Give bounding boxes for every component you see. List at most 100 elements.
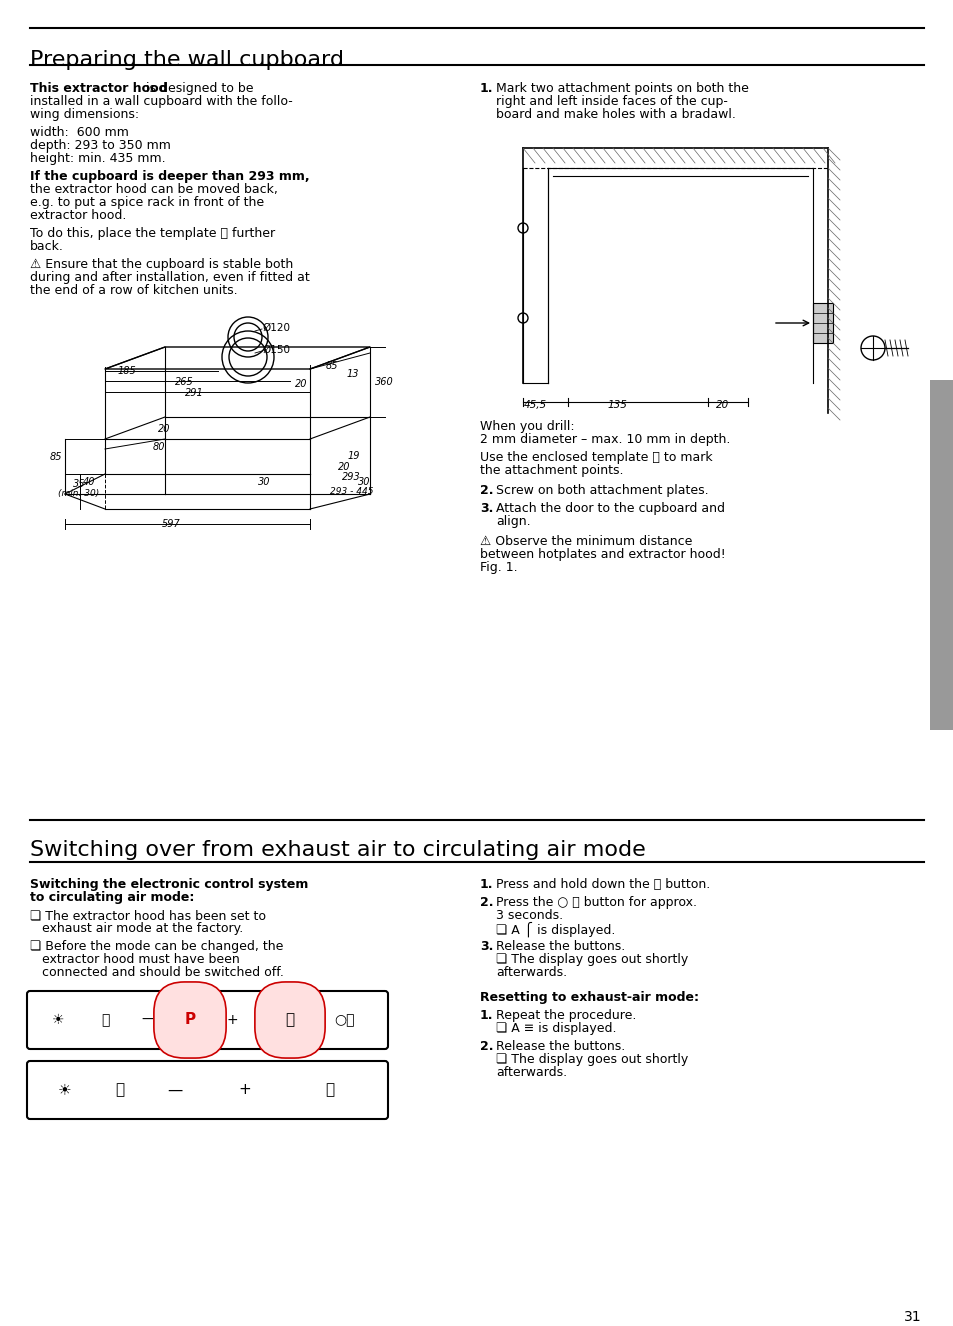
Text: ❏ A ≡ is displayed.: ❏ A ≡ is displayed. [496,1022,616,1036]
Text: 35: 35 [73,479,86,489]
Text: extractor hood.: extractor hood. [30,210,126,221]
Text: This extractor hood: This extractor hood [30,82,168,95]
Text: —: — [167,1082,182,1098]
Text: 360: 360 [375,377,394,387]
Text: P: P [184,1013,195,1028]
Text: 185: 185 [118,366,136,377]
Text: wing dimensions:: wing dimensions: [30,107,139,121]
Text: +: + [226,1013,237,1028]
Text: 293: 293 [341,472,360,481]
Text: Attach the door to the cupboard and: Attach the door to the cupboard and [496,503,724,514]
Text: 30: 30 [257,477,271,487]
Text: 45,5: 45,5 [523,400,547,410]
Text: Fig. 1.: Fig. 1. [479,561,517,574]
Text: 293 - 445: 293 - 445 [330,487,374,496]
Text: 135: 135 [607,400,627,410]
Text: 20: 20 [158,424,171,434]
Text: 85: 85 [326,361,338,371]
Text: Repeat the procedure.: Repeat the procedure. [496,1009,636,1022]
Text: —: — [141,1013,154,1028]
Text: If the cupboard is deeper than 293 mm,: If the cupboard is deeper than 293 mm, [30,170,310,183]
Polygon shape [812,304,832,343]
Text: 1.: 1. [479,82,493,95]
Text: 20: 20 [337,461,350,472]
Text: +: + [238,1082,251,1098]
Text: Release the buttons.: Release the buttons. [496,940,624,953]
Text: height: min. 435 mm.: height: min. 435 mm. [30,152,166,164]
Text: board and make holes with a bradawl.: board and make holes with a bradawl. [496,107,735,121]
Text: Ø150: Ø150 [262,345,290,355]
Text: Press the ○ ⌛ button for approx.: Press the ○ ⌛ button for approx. [496,896,697,910]
Text: Resetting to exhaust-air mode:: Resetting to exhaust-air mode: [479,991,699,1004]
Text: ⚠ Ensure that the cupboard is stable both: ⚠ Ensure that the cupboard is stable bot… [30,259,293,271]
Text: installed in a wall cupboard with the follo-: installed in a wall cupboard with the fo… [30,95,293,107]
Text: 20: 20 [716,400,728,410]
Text: 13: 13 [347,369,359,379]
FancyBboxPatch shape [27,1061,388,1119]
Text: ☀: ☀ [51,1013,64,1028]
Text: the extractor hood can be moved back,: the extractor hood can be moved back, [30,183,277,196]
Text: ❏ A ⎧ is displayed.: ❏ A ⎧ is displayed. [496,922,615,937]
Text: Press and hold down the Ⓢ button.: Press and hold down the Ⓢ button. [496,878,709,891]
Text: afterwards.: afterwards. [496,1066,566,1079]
Text: ☀: ☀ [58,1082,71,1098]
Text: 80: 80 [152,442,165,452]
Text: is designed to be: is designed to be [142,82,253,95]
Text: Ⓡ: Ⓡ [285,1013,294,1028]
Text: Screw on both attachment plates.: Screw on both attachment plates. [496,484,708,497]
Text: 2.: 2. [479,1040,493,1053]
Text: during and after installation, even if fitted at: during and after installation, even if f… [30,271,310,284]
Text: 291: 291 [185,389,204,398]
Text: 30: 30 [357,477,370,487]
Text: 31: 31 [903,1310,921,1323]
Text: extractor hood must have been: extractor hood must have been [42,953,239,967]
Text: between hotplates and extractor hood!: between hotplates and extractor hood! [479,548,725,561]
Text: 597: 597 [162,518,180,529]
Text: ⌛: ⌛ [325,1082,335,1098]
Text: ❏ The display goes out shortly: ❏ The display goes out shortly [496,953,687,967]
Text: 1.: 1. [479,878,493,891]
Text: align.: align. [496,514,530,528]
Text: Release the buttons.: Release the buttons. [496,1040,624,1053]
Text: exhaust air mode at the factory.: exhaust air mode at the factory. [42,922,243,935]
Text: 40: 40 [83,477,95,487]
Text: To do this, place the template Ⓢ further: To do this, place the template Ⓢ further [30,227,274,240]
Text: 3.: 3. [479,940,493,953]
Text: ❏ The extractor hood has been set to: ❏ The extractor hood has been set to [30,910,266,922]
Text: Mark two attachment points on both the: Mark two attachment points on both the [496,82,748,95]
Text: (min. 30): (min. 30) [58,489,99,499]
Text: Switching over from exhaust air to circulating air mode: Switching over from exhaust air to circu… [30,839,645,861]
Text: e.g. to put a spice rack in front of the: e.g. to put a spice rack in front of the [30,196,264,210]
Text: width:  600 mm: width: 600 mm [30,126,129,139]
Text: right and left inside faces of the cup-: right and left inside faces of the cup- [496,95,727,107]
Text: afterwards.: afterwards. [496,967,566,979]
Text: Ⓣ: Ⓣ [115,1082,125,1098]
Text: Preparing the wall cupboard: Preparing the wall cupboard [30,50,344,70]
Text: depth: 293 to 350 mm: depth: 293 to 350 mm [30,139,171,152]
Text: Ø120: Ø120 [262,324,290,333]
Text: ❏ The display goes out shortly: ❏ The display goes out shortly [496,1053,687,1066]
Text: 2 mm diameter – max. 10 mm in depth.: 2 mm diameter – max. 10 mm in depth. [479,434,730,446]
Text: 265: 265 [174,377,193,387]
Text: 2.: 2. [479,484,493,497]
Text: 3.: 3. [479,503,493,514]
Text: to circulating air mode:: to circulating air mode: [30,891,194,904]
Text: When you drill:: When you drill: [479,420,574,434]
Text: Ⓣ: Ⓣ [101,1013,109,1028]
Text: the attachment points.: the attachment points. [479,464,623,477]
Text: ⚠ Observe the minimum distance: ⚠ Observe the minimum distance [479,534,692,548]
Text: connected and should be switched off.: connected and should be switched off. [42,967,284,979]
Text: 20: 20 [294,379,307,389]
Polygon shape [929,381,953,731]
Text: Use the enclosed template Ⓢ to mark: Use the enclosed template Ⓢ to mark [479,451,712,464]
Text: ❏ Before the mode can be changed, the: ❏ Before the mode can be changed, the [30,940,283,953]
FancyBboxPatch shape [27,991,388,1049]
Text: back.: back. [30,240,64,253]
Text: 1.: 1. [479,1009,493,1022]
Text: Switching the electronic control system: Switching the electronic control system [30,878,308,891]
Text: 85: 85 [50,452,63,461]
Text: the end of a row of kitchen units.: the end of a row of kitchen units. [30,284,237,297]
Text: 2.: 2. [479,896,493,910]
Text: 3 seconds.: 3 seconds. [496,910,562,922]
Text: 19: 19 [348,451,360,461]
